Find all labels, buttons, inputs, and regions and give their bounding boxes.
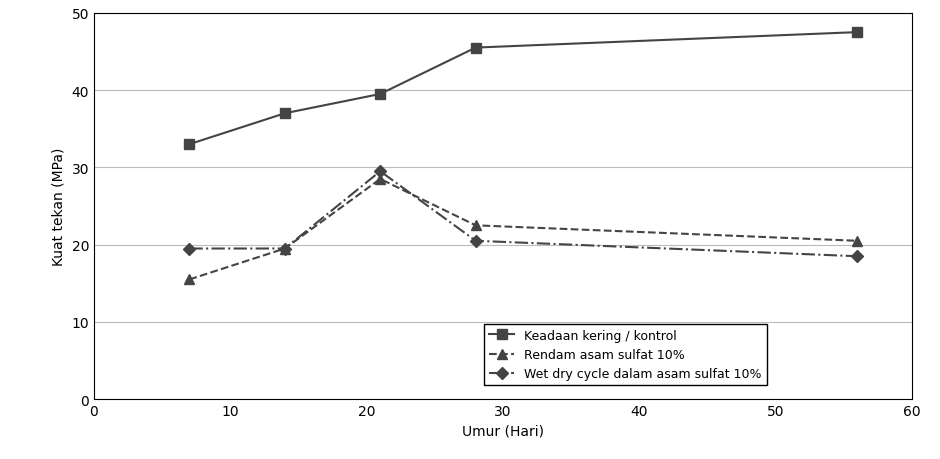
Keadaan kering / kontrol — [852, 30, 863, 36]
Rendam asam sulfat 10% — [279, 246, 290, 252]
Line: Keadaan kering / kontrol: Keadaan kering / kontrol — [184, 28, 862, 150]
Wet dry cycle dalam asam sulfat 10% — [184, 246, 196, 252]
Rendam asam sulfat 10% — [852, 239, 863, 244]
Line: Rendam asam sulfat 10%: Rendam asam sulfat 10% — [184, 175, 862, 285]
Rendam asam sulfat 10% — [374, 177, 385, 182]
X-axis label: Umur (Hari): Umur (Hari) — [462, 424, 544, 438]
Keadaan kering / kontrol — [184, 142, 196, 148]
Keadaan kering / kontrol — [470, 46, 481, 51]
Rendam asam sulfat 10% — [470, 223, 481, 229]
Wet dry cycle dalam asam sulfat 10% — [374, 169, 385, 174]
Rendam asam sulfat 10% — [184, 277, 196, 283]
Wet dry cycle dalam asam sulfat 10% — [852, 254, 863, 259]
Wet dry cycle dalam asam sulfat 10% — [470, 239, 481, 244]
Y-axis label: Kuat tekan (MPa): Kuat tekan (MPa) — [52, 147, 66, 266]
Keadaan kering / kontrol — [279, 111, 290, 117]
Legend: Keadaan kering / kontrol, Rendam asam sulfat 10%, Wet dry cycle dalam asam sulfa: Keadaan kering / kontrol, Rendam asam su… — [484, 324, 767, 386]
Wet dry cycle dalam asam sulfat 10% — [279, 246, 290, 252]
Keadaan kering / kontrol — [374, 92, 385, 97]
Line: Wet dry cycle dalam asam sulfat 10%: Wet dry cycle dalam asam sulfat 10% — [185, 168, 861, 261]
